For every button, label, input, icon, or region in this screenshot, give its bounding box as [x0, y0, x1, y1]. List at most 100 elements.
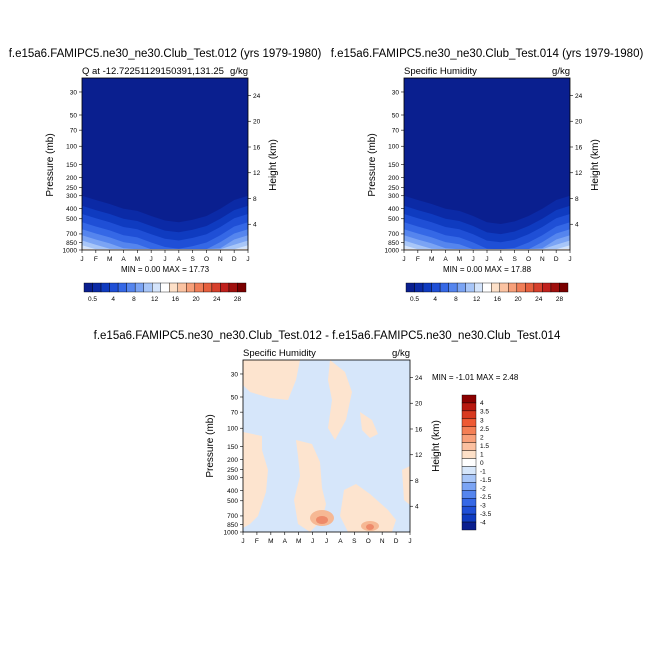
panel-1-xtick-label: N [218, 256, 223, 263]
panel-2-xtick-label: D [554, 256, 559, 263]
panel-1-y2tick-label: 8 [253, 196, 257, 203]
colorbar-swatch [152, 282, 161, 293]
colorbar-label: 3.5 [480, 409, 489, 416]
panel-1-minmax: MIN = 0.00 MAX = 17.73 [121, 265, 210, 274]
panel-2-ytick-label: 300 [388, 193, 399, 200]
colorbar-swatch [134, 282, 144, 293]
colorbar-swatch [461, 521, 477, 531]
colorbar-swatch [461, 505, 477, 515]
panel-3-ytick-label: 50 [231, 394, 239, 401]
panel-2-y2tick-label: 20 [575, 119, 583, 126]
panel-1-xtick-label: O [204, 256, 209, 263]
panel-2-xtick-label: N [540, 256, 545, 263]
panel-3-xtick-label: A [338, 538, 343, 545]
panel-3-xtick-label: M [268, 538, 273, 545]
panel-3-xtick-label: J [408, 538, 411, 545]
panel-1-ytick-label: 150 [66, 162, 77, 169]
colorbar-swatch [405, 282, 415, 293]
panel-2-xtick-label: J [402, 256, 405, 263]
panel-3-xtick-label: A [283, 538, 288, 545]
panel-1-ytick-label: 400 [66, 206, 77, 213]
colorbar-swatch [92, 282, 102, 293]
panel-1-xtick-label: J [163, 256, 166, 263]
panel-3-ytick-label: 400 [227, 488, 238, 495]
panel-1-ylabel: Pressure (mb) [45, 133, 56, 196]
colorbar-label: 20 [192, 296, 200, 303]
colorbar-horizontal-2: 0.5 4 8 12 16 20 24 28 [405, 282, 569, 303]
panel-2-ytick-label: 400 [388, 206, 399, 213]
panel-2-ytick-label: 850 [388, 240, 399, 247]
panel-2-ytick-label: 1000 [385, 247, 400, 254]
colorbar-swatch [220, 282, 230, 293]
colorbar-swatch [461, 426, 477, 435]
panel-1-title: f.e15a6.FAMIPC5.ne30_ne30.Club_Test.012 … [9, 48, 322, 60]
panel-3-ytick-label: 300 [227, 475, 238, 482]
panel-1-ytick-label: 1000 [63, 247, 78, 254]
panel-1-xtick-label: F [94, 256, 98, 263]
panel-1-xtick-label: M [135, 256, 140, 263]
panel-3-y2tick-label: 4 [415, 504, 419, 511]
colorbar-swatch [237, 282, 247, 293]
diff-fill-positive-max [366, 524, 374, 530]
diff-fill-positive [402, 466, 410, 505]
panel-3-y2tick-label: 12 [415, 452, 423, 459]
colorbar-swatch [169, 282, 178, 293]
panel-2-ytick-label: 200 [388, 175, 399, 182]
colorbar-swatch [516, 282, 526, 293]
colorbar-swatch [448, 282, 458, 293]
colorbar-label: 1 [480, 451, 484, 458]
colorbar-swatch [100, 282, 110, 293]
contour-fill-level [404, 240, 570, 250]
colorbar-label: -3 [480, 502, 486, 509]
colorbar-swatch [461, 418, 477, 427]
panel-2-ytick-label: 100 [388, 144, 399, 151]
colorbar-label: 8 [132, 296, 136, 303]
panel-3-ytick-label: 70 [231, 409, 239, 416]
diff-fill-positive [243, 360, 300, 400]
colorbar-swatch [474, 282, 483, 293]
colorbar-label: -4 [480, 519, 486, 526]
colorbar-swatch [422, 282, 432, 293]
colorbar-label: 16 [172, 296, 180, 303]
colorbar-swatch [491, 282, 500, 293]
panel-2-y2tick-label: 8 [575, 196, 579, 203]
panel-2-ytick-label: 50 [392, 112, 400, 119]
panel-1-xtick-label: A [177, 256, 182, 263]
colorbar-swatch [194, 282, 204, 293]
panel-3-xtick-label: M [296, 538, 301, 545]
contour-fill-level [404, 229, 570, 250]
panel-1-plot-area [82, 78, 248, 250]
colorbar-label: 4 [480, 400, 484, 407]
colorbar-swatch [542, 282, 552, 293]
colorbar-swatch [482, 282, 492, 293]
panel-3-y2tick-label: 16 [415, 426, 423, 433]
panel-1-xtick-label: M [107, 256, 112, 263]
colorbar-label: 8 [454, 296, 458, 303]
panel-3-xtick-label: S [352, 538, 357, 545]
colorbar-label: 0.5 [88, 296, 97, 303]
panel-1-ytick-label: 100 [66, 144, 77, 151]
panel-3-ytick-label: 150 [227, 444, 238, 451]
panel-2-xtick-label: M [429, 256, 434, 263]
panel-2-xtick-label: J [485, 256, 488, 263]
panel-1-ytick-label: 250 [66, 185, 77, 192]
panel-2-xtick-label: F [416, 256, 420, 263]
colorbar-label: 16 [494, 296, 502, 303]
colorbar-swatch [431, 282, 441, 293]
colorbar-swatch [143, 282, 153, 293]
panel-2-ytick-label: 70 [392, 127, 400, 134]
colorbar-swatch [117, 282, 127, 293]
panel-2-title: f.e15a6.FAMIPC5.ne30_ne30.Club_Test.014 … [331, 48, 644, 60]
diff-fill-positive [360, 412, 378, 438]
diff-fill-positive [243, 432, 268, 528]
colorbar-swatch [461, 498, 477, 507]
colorbar-label: 28 [556, 296, 564, 303]
colorbar-label: -3.5 [480, 511, 492, 518]
colorbar-swatch [499, 282, 509, 293]
colorbar-label: 12 [473, 296, 481, 303]
colorbar-label: -1.5 [480, 477, 492, 484]
